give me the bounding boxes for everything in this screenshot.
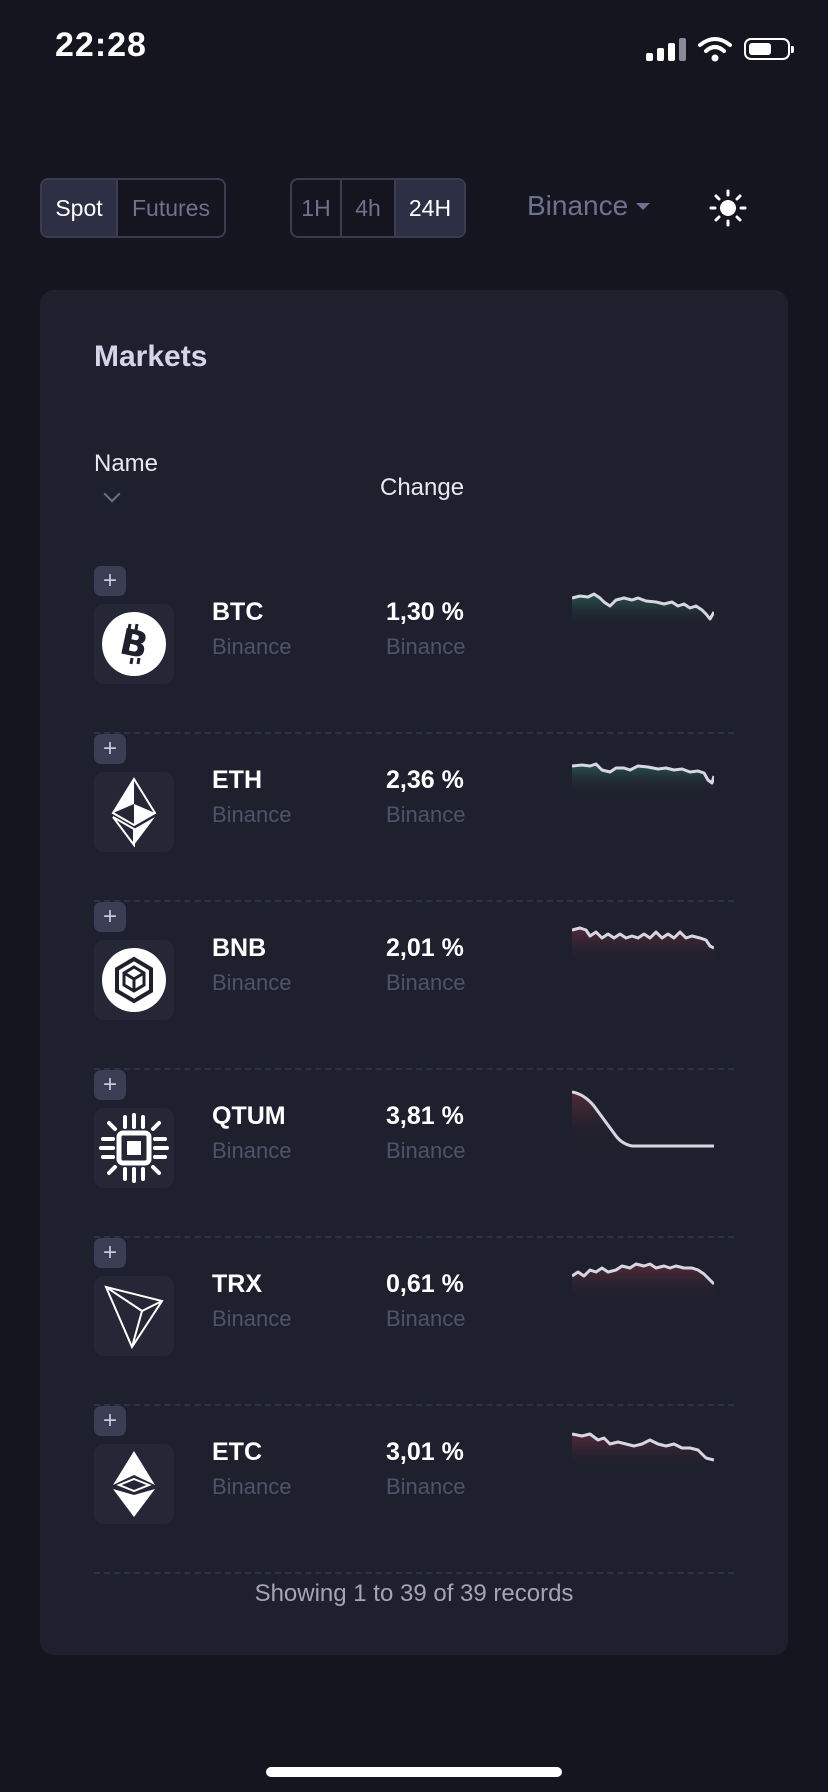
row-divider	[94, 1572, 734, 1574]
sparkline-chart	[572, 1262, 714, 1300]
home-indicator[interactable]	[266, 1767, 562, 1777]
coin-symbol: BTC	[212, 598, 264, 626]
timeframe-24h-button[interactable]: 24H	[396, 180, 464, 236]
row-divider	[94, 1404, 734, 1406]
status-icons	[646, 36, 794, 62]
market-row-trx[interactable]: + TRX Binance 0,61 % Binance	[94, 1238, 734, 1406]
coin-exchange: Binance	[212, 1306, 292, 1331]
coin-change: 3,81 %	[386, 1102, 464, 1130]
tron-icon	[94, 1276, 174, 1356]
exchange-dropdown[interactable]: Binance	[527, 190, 651, 222]
coin-symbol: ETC	[212, 1438, 262, 1466]
coin-exchange: Binance	[212, 970, 292, 995]
add-icon[interactable]: +	[94, 566, 126, 596]
coin-exchange: Binance	[212, 1474, 292, 1499]
change-exchange: Binance	[386, 1306, 466, 1331]
coin-symbol: ETH	[212, 766, 262, 794]
add-icon[interactable]: +	[94, 1406, 126, 1436]
market-row-qtum[interactable]: + QTUM Binance 3,81 % Binance	[94, 1070, 734, 1238]
coin-change: 1,30 %	[386, 598, 464, 626]
row-divider	[94, 732, 734, 734]
coin-symbol: QTUM	[212, 1102, 286, 1130]
market-row-btc[interactable]: + B BTC Binance 1,30 % Binance	[94, 566, 734, 734]
timeframe-toggle: 1H 4h 24H	[290, 178, 466, 238]
add-icon[interactable]: +	[94, 1238, 126, 1268]
markets-title: Markets	[94, 340, 208, 373]
bnb-icon	[94, 940, 174, 1020]
market-row-eth[interactable]: + ETH Binance 2,36 % Binance	[94, 734, 734, 902]
battery-icon	[744, 38, 794, 60]
cellular-signal-icon	[646, 37, 686, 61]
sparkline-chart	[572, 592, 714, 628]
sparkline-chart	[572, 762, 714, 796]
add-icon[interactable]: +	[94, 902, 126, 932]
timeframe-1h-button[interactable]: 1H	[292, 180, 342, 236]
markets-card: Markets Name Change + B BTC Binance 1,30…	[40, 290, 788, 1655]
etc-icon	[94, 1444, 174, 1524]
row-divider	[94, 1236, 734, 1238]
sparkline-chart	[572, 926, 714, 964]
market-type-toggle: Spot Futures	[40, 178, 226, 238]
market-row-etc[interactable]: + ETC Binance 3,01 % Binance	[94, 1406, 734, 1574]
add-icon[interactable]: +	[94, 734, 126, 764]
name-column-header[interactable]: Name	[94, 450, 159, 477]
toolbar: Spot Futures 1H 4h 24H Binance	[40, 178, 800, 238]
bitcoin-icon: B	[94, 604, 174, 684]
change-exchange: Binance	[386, 802, 466, 827]
coin-change: 3,01 %	[386, 1438, 464, 1466]
wifi-icon	[698, 37, 732, 62]
spot-tab[interactable]: Spot	[42, 180, 118, 236]
change-column-header[interactable]: Change	[380, 474, 465, 501]
caret-down-icon	[636, 202, 651, 210]
coin-symbol: TRX	[212, 1270, 262, 1298]
status-time: 22:28	[55, 26, 147, 64]
qtum-icon	[94, 1108, 174, 1188]
coin-exchange: Binance	[212, 802, 292, 827]
coin-change: 2,01 %	[386, 934, 464, 962]
coin-symbol: BNB	[212, 934, 267, 962]
sun-icon[interactable]	[708, 188, 748, 228]
change-exchange: Binance	[386, 1474, 466, 1499]
coin-exchange: Binance	[212, 634, 292, 659]
row-divider	[94, 1068, 734, 1070]
ethereum-icon	[94, 772, 174, 852]
sparkline-chart	[572, 1432, 714, 1468]
market-row-bnb[interactable]: + BNB Binance 2,01 % Binance	[94, 902, 734, 1070]
change-exchange: Binance	[386, 1138, 466, 1163]
coin-change: 2,36 %	[386, 766, 464, 794]
futures-tab[interactable]: Futures	[132, 194, 210, 221]
sort-chevron-down-icon[interactable]	[103, 485, 121, 503]
coin-change: 0,61 %	[386, 1270, 464, 1298]
change-exchange: Binance	[386, 634, 466, 659]
exchange-dropdown-label: Binance	[527, 190, 629, 221]
timeframe-4h-button[interactable]: 4h	[342, 180, 396, 236]
add-icon[interactable]: +	[94, 1070, 126, 1100]
change-exchange: Binance	[386, 970, 466, 995]
coin-exchange: Binance	[212, 1138, 292, 1163]
row-divider	[94, 900, 734, 902]
records-info: Showing 1 to 39 of 39 records	[254, 1580, 574, 1607]
sparkline-chart	[572, 1090, 714, 1148]
status-bar: 22:28	[0, 0, 828, 100]
